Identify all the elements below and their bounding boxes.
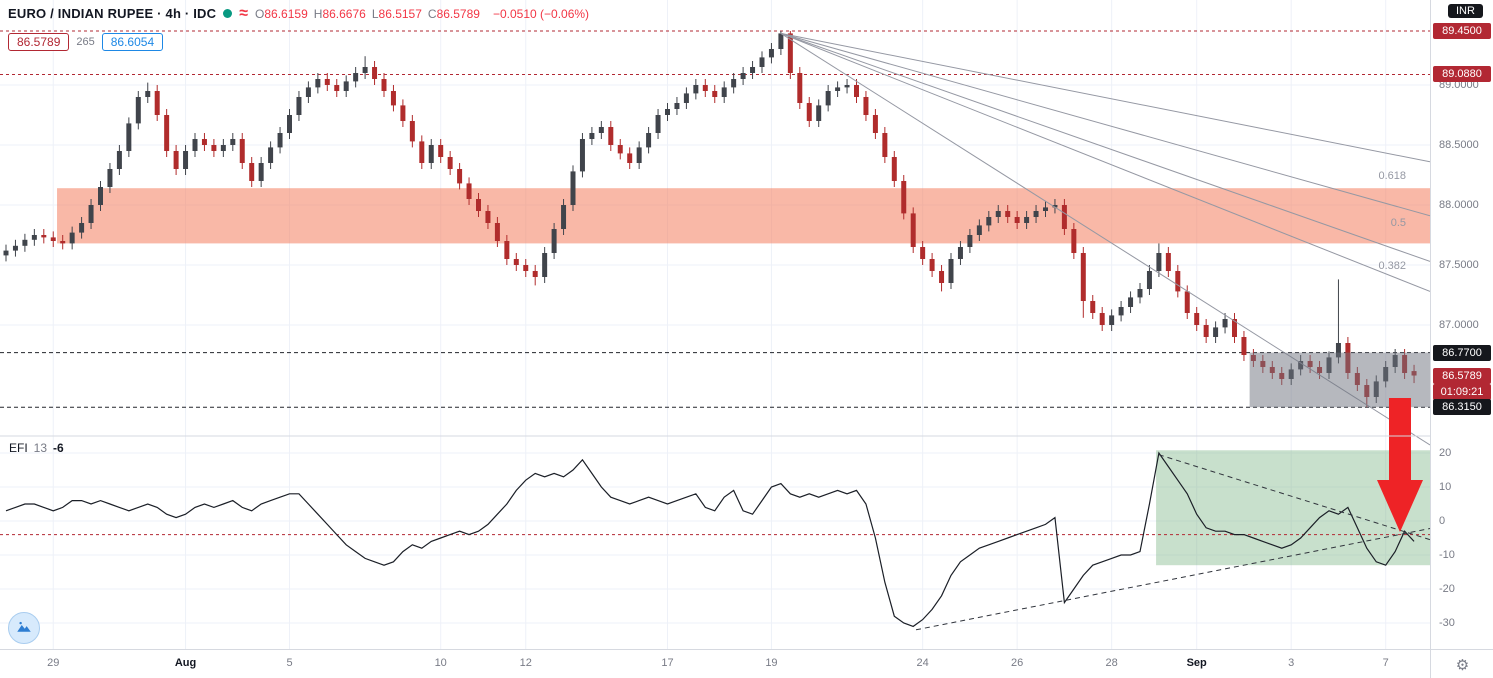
efi-tick-label: -10 [1439,549,1455,561]
efi-line-series [5,451,1415,628]
svg-text:0.618: 0.618 [1378,170,1406,182]
efi-highlight-box [1156,450,1430,566]
price-badge-black: 86.7700 [1433,344,1491,361]
open-label: O [255,6,265,21]
price-tick-label: 87.5000 [1439,259,1479,271]
bid-price-tag[interactable]: 86.5789 [8,33,70,51]
time-tick-label: Sep [1186,657,1207,669]
ask-price-tag[interactable]: 86.6054 [101,33,164,51]
spread-value: 265 [76,36,95,48]
publisher-logo[interactable] [8,612,40,644]
efi-tick-label: -20 [1439,583,1455,595]
price-badge-black: 86.3150 [1433,399,1491,416]
efi-tick-label: 10 [1439,481,1452,493]
settings-gear-icon[interactable]: ⚙ [1455,656,1470,674]
time-tick-label: 29 [47,657,60,669]
price-tick-label: 88.0000 [1439,199,1479,211]
market-status-icon [223,9,233,18]
svg-text:0.382: 0.382 [1378,260,1406,272]
delayed-data-icon: ≈ [239,4,249,22]
efi-tick-label: -30 [1439,617,1455,629]
change-value: −0.0510 (−0.06%) [492,6,590,21]
price-tag-row: 86.5789 265 86.6054 [8,33,164,51]
svg-text:0.5: 0.5 [1391,217,1406,229]
efi-tick-label: 20 [1439,447,1452,459]
indicator-param: 13 [33,441,48,455]
price-badge-red: 86.5789 [1433,367,1491,384]
time-tick-label: 26 [1011,657,1024,669]
time-tick-label: 17 [661,657,674,669]
close-value: 86.5789 [436,6,480,21]
time-tick-label: 28 [1105,657,1118,669]
efi-tick-label: 0 [1439,515,1446,527]
price-axis[interactable]: INR 89.0000 88.5000 88.0000 87.5000 87.0000 2… [1430,0,1493,649]
symbol-legend: EURO / INDIAN RUPEE · 4h · IDC ≈ O 86.615… [8,4,590,22]
supply-zone [57,188,1430,244]
price-badge-red: 01:09:21 [1433,383,1491,400]
time-tick-label: Aug [174,657,197,669]
price-tick-label: 87.0000 [1439,319,1479,331]
symbol-title[interactable]: EURO / INDIAN RUPEE · 4h · IDC [8,6,217,21]
time-tick-label: 10 [434,657,447,669]
low-label: L [371,6,379,21]
close-label: C [427,6,437,21]
chart-plot-area[interactable]: 0.618 0.5 0.382 [0,0,1430,649]
dashed-trendlines [915,454,1430,631]
currency-badge[interactable]: INR [1448,4,1483,18]
horizontal-lines [0,30,1430,536]
indicator-legend[interactable]: EFI 13 -6 [9,441,64,455]
fib-level-labels: 0.618 0.5 0.382 [1378,170,1406,272]
time-tick-label: 7 [1382,657,1389,669]
price-badge-red: 89.4500 [1433,23,1491,39]
time-tick-label: 12 [519,657,532,669]
high-label: H [313,6,323,21]
highlight-zones [57,188,1430,566]
indicator-value: -6 [53,441,64,455]
time-tick-label: 19 [765,657,778,669]
low-value: 86.5157 [378,6,422,21]
gann-fan-lines [780,32,1430,446]
high-value: 86.6676 [322,6,366,21]
time-tick-label: 24 [916,657,929,669]
open-value: 86.6159 [264,6,308,21]
indicator-name: EFI [9,441,28,455]
red-down-arrow [1377,398,1423,532]
ohlc-values: O 86.6159 H 86.6676 L 86.5157 C 86.5789 [255,7,486,21]
time-tick-label: 3 [1288,657,1295,669]
mountain-logo-icon [17,621,31,632]
time-axis[interactable]: 29 Aug 5 10 12 17 19 24 26 28 Sep 3 7 [0,649,1430,678]
price-tick-label: 88.5000 [1439,139,1479,151]
price-badge-red: 89.0880 [1433,66,1491,83]
time-tick-label: 5 [286,657,293,669]
axis-settings-corner: ⚙ [1430,649,1493,678]
